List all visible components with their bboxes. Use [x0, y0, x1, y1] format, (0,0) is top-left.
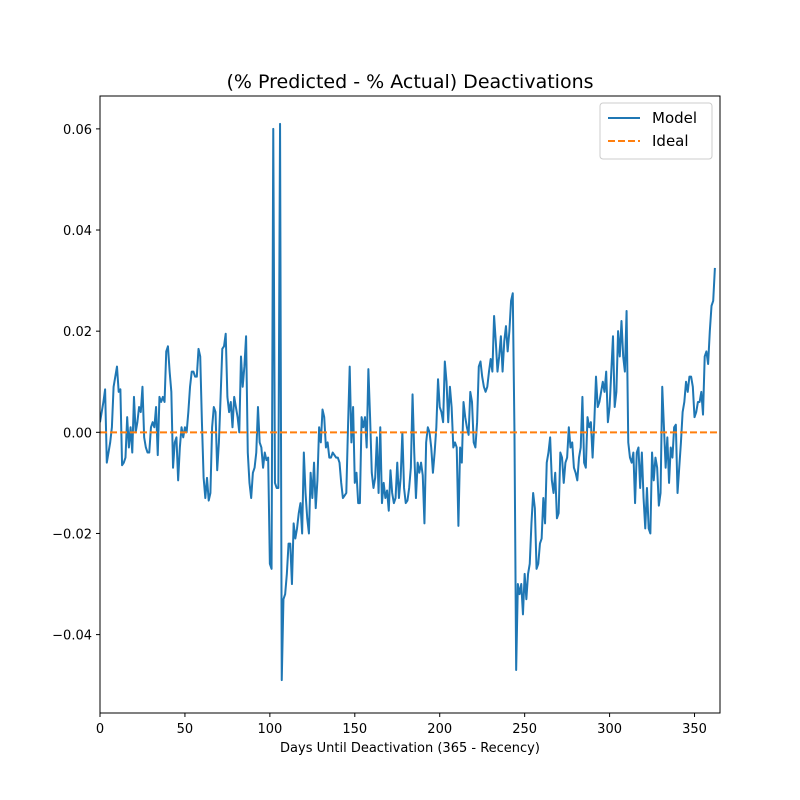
y-tick-label: −0.02 [52, 527, 92, 542]
x-tick-label: 0 [96, 722, 104, 737]
y-tick-label: 0.04 [63, 224, 92, 239]
x-axis-ticks: 0 50 100 150 200 250 300 350 [96, 713, 707, 737]
series-lines [100, 122, 720, 682]
chart-title: (% Predicted - % Actual) Deactivations [226, 71, 593, 93]
x-tick-label: 350 [682, 722, 707, 737]
x-tick-label: 200 [427, 722, 452, 737]
x-tick-label: 100 [257, 722, 282, 737]
y-axis-ticks: −0.04 −0.02 0.00 0.02 0.04 0.06 [52, 123, 100, 644]
series-line-model [100, 122, 716, 682]
axes-frame [99, 95, 721, 714]
x-tick-label: 300 [597, 722, 622, 737]
y-tick-label: −0.04 [52, 629, 92, 644]
x-tick-label: 50 [177, 722, 194, 737]
x-tick-label: 250 [512, 722, 537, 737]
legend-label-model: Model [652, 109, 697, 127]
y-tick-label: 0.06 [63, 123, 92, 138]
y-tick-label: 0.02 [63, 325, 92, 340]
legend: Model Ideal [599, 102, 713, 160]
x-axis-title: Days Until Deactivation (365 - Recency) [280, 741, 540, 756]
legend-label-ideal: Ideal [652, 132, 689, 150]
y-tick-label: 0.00 [63, 426, 92, 441]
x-tick-label: 150 [342, 722, 367, 737]
plot-area [100, 96, 720, 713]
